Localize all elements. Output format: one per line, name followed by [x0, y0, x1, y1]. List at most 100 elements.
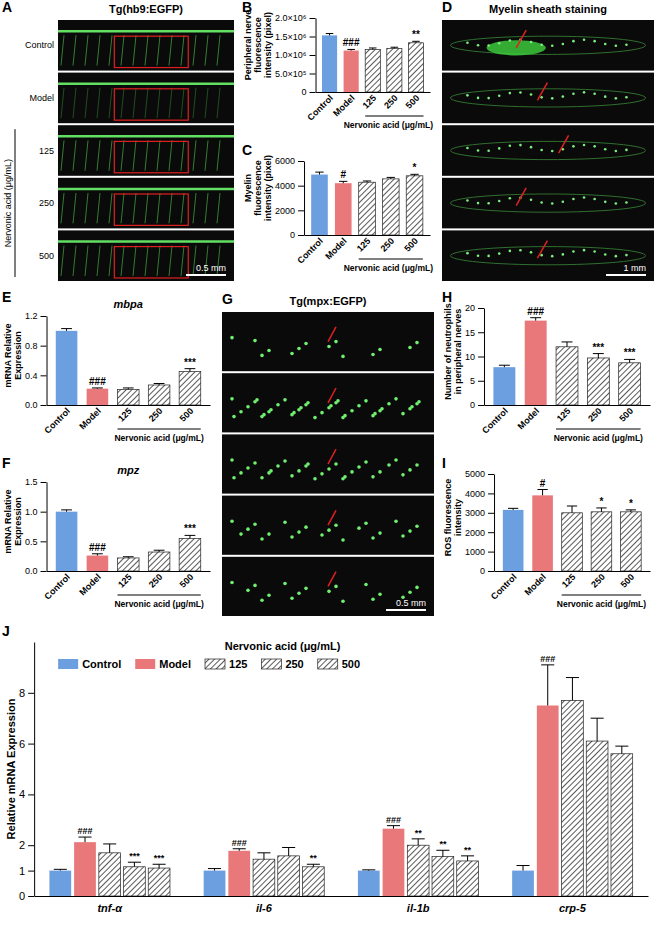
tick-mark — [28, 744, 34, 745]
neutrophil — [364, 460, 368, 464]
neutrophil — [371, 353, 375, 357]
myelin-dot — [530, 251, 533, 254]
bar — [457, 861, 479, 896]
tick-mark — [478, 332, 484, 333]
image-strip — [222, 373, 434, 432]
tick-label: 250 — [586, 406, 604, 424]
neutrophil — [350, 470, 354, 474]
neutrophil — [292, 411, 296, 415]
tick-label: Control — [42, 572, 72, 602]
image-strip — [222, 434, 434, 493]
nerve — [97, 246, 100, 276]
error-bar — [566, 678, 579, 701]
error-bar — [257, 853, 270, 859]
legend-swatch — [135, 659, 155, 669]
tick: 0.5 — [25, 537, 47, 547]
roi-box — [114, 89, 188, 120]
tick: 1.2 — [25, 311, 47, 321]
bar — [148, 868, 170, 896]
tick: 2 — [19, 839, 34, 851]
nerve — [193, 140, 196, 170]
tick-label: 500 — [178, 406, 196, 424]
chart-title: mbpa — [114, 298, 143, 310]
neutrophil — [343, 414, 347, 418]
nerve — [157, 246, 160, 276]
tick: 125 — [116, 572, 134, 590]
tick: 10 — [465, 352, 484, 362]
myelin-dot — [530, 41, 533, 44]
tick-label: 500 — [404, 93, 422, 111]
tick-label: Control — [489, 572, 519, 602]
bar — [619, 363, 641, 405]
arrow — [328, 449, 336, 464]
myelin-dot — [604, 253, 607, 256]
neutrophil — [341, 538, 345, 542]
error-bar — [315, 172, 323, 174]
tick: 8 — [19, 687, 34, 699]
tick: 125 — [116, 406, 134, 424]
neutrophil — [408, 529, 412, 533]
tick-label: 125 — [560, 572, 578, 590]
nerve — [145, 140, 148, 170]
tick-label: 2 — [19, 839, 25, 851]
tick: 6000 — [275, 156, 304, 166]
tick-mark — [28, 693, 34, 694]
bar — [382, 179, 399, 235]
myelin-dot — [615, 44, 618, 47]
x-axis: ControlModel125250500 — [295, 236, 430, 266]
tick-mark — [41, 541, 47, 542]
nerve — [73, 193, 76, 223]
bar — [322, 35, 337, 92]
tick-mark — [310, 18, 316, 19]
legend-entry: 250 — [261, 658, 303, 670]
image-strip: 0.5 mm — [222, 557, 434, 616]
arrow — [516, 30, 526, 48]
spinal-cord — [58, 135, 234, 138]
myelin-dot — [593, 40, 596, 43]
error-bar — [626, 510, 636, 512]
neutrophil — [306, 401, 310, 405]
tick-label: Control — [480, 406, 510, 436]
spinal-cord — [58, 30, 234, 33]
neutrophil — [394, 458, 398, 462]
error-bar — [387, 826, 400, 829]
myelin-dot — [551, 202, 554, 205]
legend-swatch — [318, 659, 338, 669]
group-label: Nervonic acid (μg/mL) — [554, 433, 643, 443]
legend-label: Control — [82, 658, 121, 670]
tick: 1 — [19, 865, 34, 877]
neutrophil — [253, 584, 257, 588]
y-axis: 0.00.51.01.5 — [25, 477, 47, 576]
legend-entry: 125 — [205, 658, 247, 670]
fish-outline — [450, 36, 645, 54]
error-bar — [185, 535, 196, 538]
nerve — [85, 246, 88, 276]
error-bar — [596, 508, 606, 512]
bar — [204, 871, 226, 896]
nerve — [133, 88, 136, 118]
nerve — [61, 140, 64, 170]
nerve — [109, 193, 112, 223]
nerve — [169, 193, 172, 223]
nerve — [181, 193, 184, 223]
error-bar — [567, 506, 577, 513]
myelin-dot — [615, 97, 618, 100]
fish-outline — [450, 141, 645, 159]
tick: 125 — [361, 93, 379, 111]
bar — [56, 512, 78, 571]
bar — [87, 556, 109, 571]
neutrophil — [267, 532, 271, 536]
myelin-dot — [530, 146, 533, 149]
nerve — [145, 193, 148, 223]
bar — [512, 871, 534, 896]
nerve — [169, 88, 172, 118]
myelin-dot — [583, 38, 586, 41]
tick-label: 250 — [589, 572, 607, 590]
image-background — [222, 312, 434, 371]
image-strip: 0.5 mm — [58, 230, 234, 281]
neutrophil — [327, 528, 331, 532]
myelin-dot — [593, 92, 596, 95]
axis-line — [316, 19, 317, 93]
panel-title: Tg(mpx:EGFP) — [290, 295, 367, 307]
y-axis-title: mRNA RelativeExpression — [3, 489, 23, 553]
